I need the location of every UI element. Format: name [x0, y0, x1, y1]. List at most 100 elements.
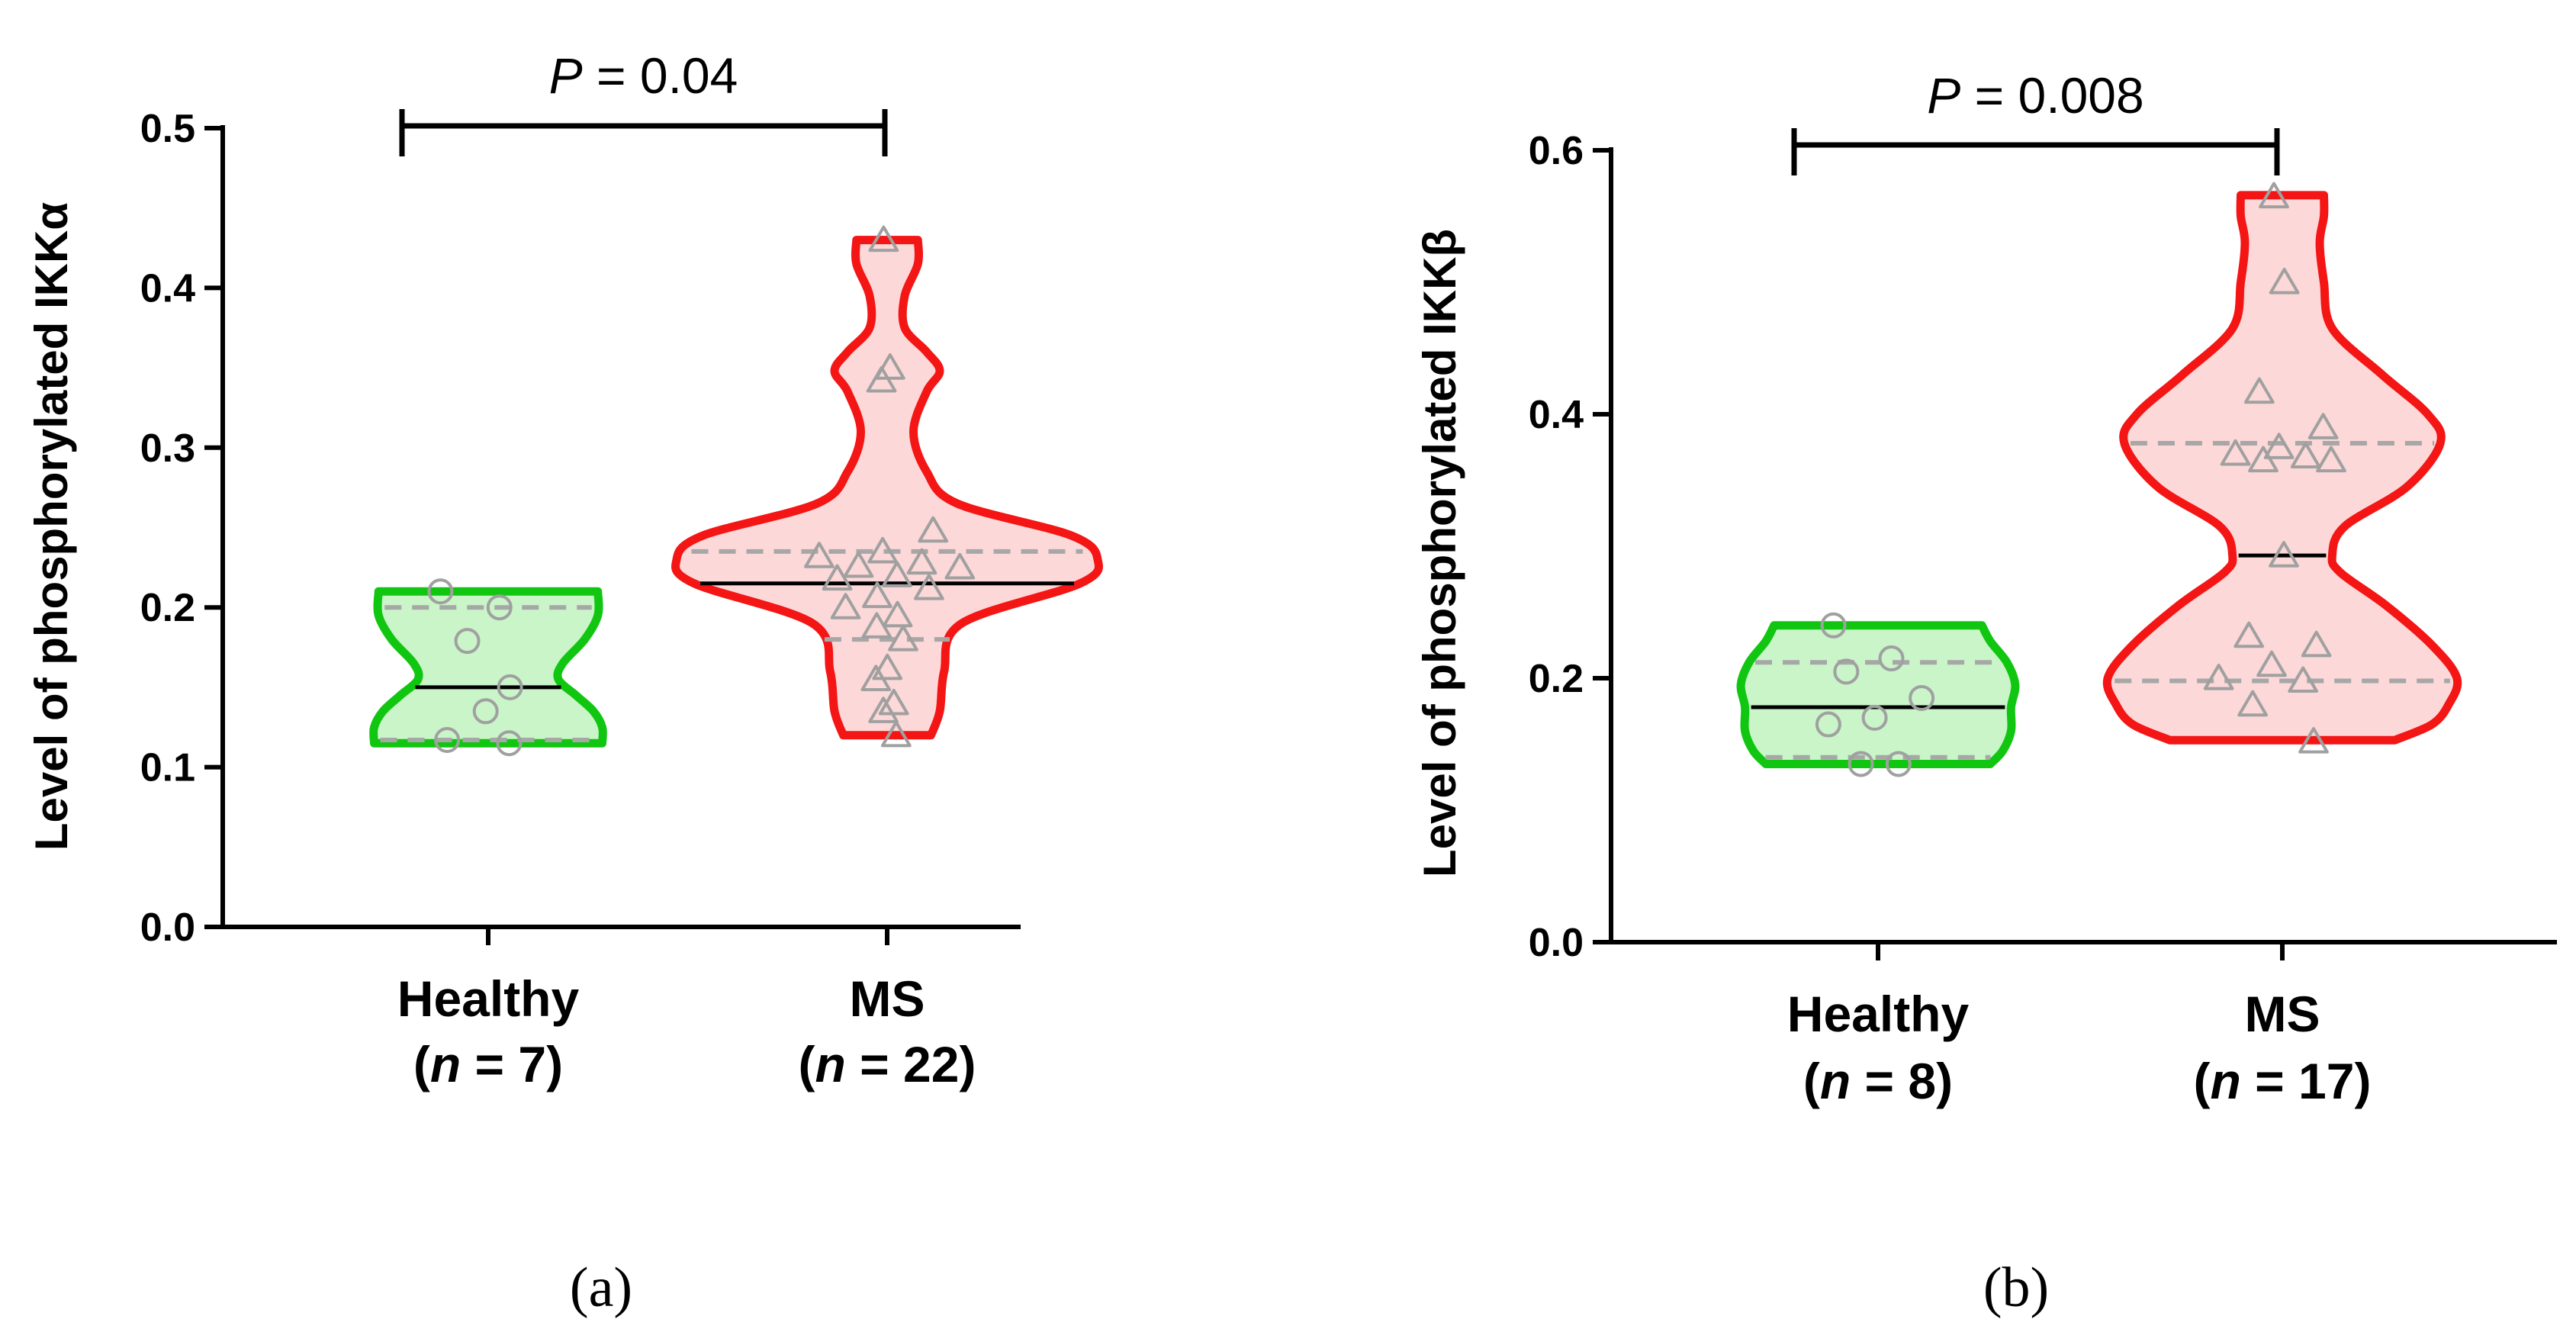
y-axis-label: Level of phosphorylated IKKβ: [1414, 229, 1465, 877]
data-point: [1815, 711, 1841, 738]
data-point: [874, 353, 905, 380]
data-point: [486, 594, 513, 621]
x-category-label: Healthy: [397, 970, 580, 1027]
data-point: [862, 581, 892, 609]
x-category-n-label: (n = 22): [799, 1036, 976, 1092]
n-symbol: n: [815, 1036, 846, 1092]
data-point: [2220, 439, 2251, 466]
y-tick-label: 0.2: [140, 586, 195, 630]
data-point: [1909, 684, 1935, 711]
data-point: [1820, 612, 1847, 639]
data-point: [1861, 704, 1888, 731]
data-point: [1848, 751, 1874, 777]
n-symbol: n: [2211, 1053, 2241, 1109]
data-point: [944, 552, 976, 580]
data-point: [1885, 751, 1912, 777]
data-point: [2269, 541, 2299, 568]
data-point: [2288, 666, 2318, 693]
significance-bracket: [1791, 142, 2280, 175]
data-point: [888, 625, 918, 652]
data-point: [427, 578, 454, 605]
n-symbol: n: [1820, 1053, 1851, 1109]
x-category-n-label: (n = 17): [2194, 1053, 2372, 1109]
y-tick-label: 0.2: [1529, 657, 1584, 701]
data-point: [868, 697, 899, 723]
data-point: [2301, 630, 2332, 658]
panel-label: (a): [570, 1256, 632, 1319]
data-point: [2316, 446, 2346, 473]
data-point: [2259, 182, 2289, 209]
x-category-n-label: (n = 8): [1803, 1053, 1953, 1109]
data-point: [2237, 690, 2269, 717]
n-paren: (: [1803, 1053, 1820, 1109]
panel-label: (b): [1983, 1256, 2049, 1319]
data-point: [830, 593, 861, 619]
data-point: [872, 653, 903, 680]
data-point: [2244, 377, 2275, 404]
x-category-label: MS: [850, 970, 925, 1027]
data-point: [882, 600, 913, 628]
data-point: [2290, 442, 2321, 468]
p-value-label: P = 0.04: [549, 47, 738, 104]
data-point: [2269, 268, 2300, 294]
violin-group-healthy: [369, 578, 607, 757]
significance-bracket: [399, 123, 888, 156]
data-point: [2203, 664, 2234, 690]
data-point: [866, 365, 897, 393]
y-tick-label: 0.0: [140, 906, 195, 950]
y-tick-label: 0.5: [140, 107, 195, 151]
data-point: [2263, 433, 2295, 459]
data-point: [881, 720, 912, 748]
violin-shape: [369, 587, 607, 748]
p-value: = 0.04: [583, 47, 738, 104]
violin-group-healthy: [1736, 612, 2020, 777]
data-point: [860, 664, 892, 692]
n-paren: (: [413, 1036, 430, 1092]
data-point: [497, 674, 523, 700]
data-point: [2233, 621, 2265, 648]
data-point: [914, 574, 944, 600]
x-category-label: MS: [2245, 986, 2320, 1042]
data-point: [2307, 413, 2339, 439]
data-point: [918, 516, 949, 543]
violin-shape: [671, 236, 1103, 740]
data-point: [2248, 446, 2279, 473]
y-tick-label: 0.6: [1529, 129, 1584, 173]
data-point: [454, 628, 481, 655]
n-symbol: n: [430, 1036, 461, 1092]
violin-shape: [2102, 191, 2462, 745]
n-paren: (: [799, 1036, 815, 1092]
y-tick-label: 0.4: [1529, 393, 1584, 437]
data-point: [1833, 658, 1860, 685]
p-symbol: P: [1927, 67, 1960, 124]
data-point: [882, 561, 912, 587]
violin-group-ms: [2102, 182, 2462, 754]
y-tick-label: 0.4: [140, 266, 195, 310]
data-point: [496, 730, 523, 757]
n-value: = 17): [2241, 1053, 2372, 1109]
data-point: [861, 612, 892, 639]
n-value: = 8): [1851, 1053, 1953, 1109]
y-tick-label: 0.3: [140, 426, 195, 471]
violin-shape: [1736, 621, 2020, 768]
data-point: [804, 542, 835, 568]
data-point: [843, 551, 874, 578]
x-category-label: Healthy: [1787, 986, 1970, 1042]
n-value: = 7): [461, 1036, 563, 1092]
panel-b-chart: 0.0 0.2 0.4 0.6 Level of phosphorylated IKKβ…: [1414, 67, 2557, 1319]
p-symbol: P: [549, 47, 583, 104]
y-axis-label: Level of phosphorylated IKKα: [26, 202, 77, 851]
x-category-n-label: (n = 7): [413, 1036, 563, 1092]
panel-a-chart: 0.0 0.1 0.2 0.3 0.4 0.5 Level of phosphorylate…: [26, 47, 1103, 1319]
n-value: = 22): [846, 1036, 976, 1092]
data-point: [822, 564, 853, 591]
data-point: [1878, 645, 1905, 672]
data-point: [2256, 650, 2287, 677]
y-tick-label: 0.1: [140, 746, 195, 790]
data-point: [2298, 727, 2329, 754]
p-value-label: P = 0.008: [1927, 67, 2143, 124]
data-point: [472, 698, 499, 725]
violin-group-ms: [671, 225, 1103, 748]
n-paren: (: [2194, 1053, 2211, 1109]
